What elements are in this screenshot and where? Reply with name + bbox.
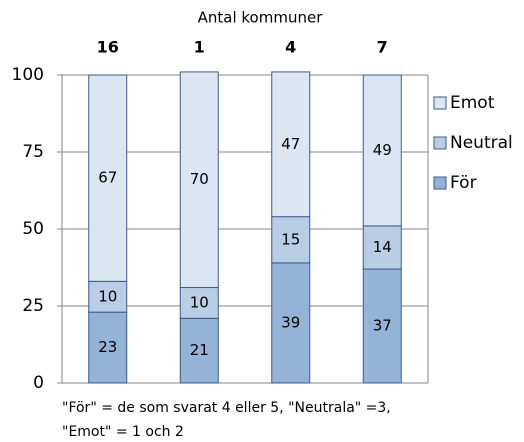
y-tick-label: 100 [12, 65, 44, 85]
legend-label: För [450, 173, 477, 193]
bar-segment [271, 71, 311, 218]
bar-segment [88, 311, 128, 384]
chart-title: Antal kommuner [198, 9, 324, 27]
bar-segment [362, 74, 402, 227]
value-label: 21 [190, 341, 209, 359]
value-label: 23 [98, 338, 117, 356]
bar-segment [271, 216, 311, 264]
value-label: 15 [281, 230, 300, 248]
legend-swatch [433, 136, 447, 150]
legend-swatch [433, 176, 447, 190]
y-tick-label: 25 [22, 296, 44, 316]
footnote: "För" = de som svarat 4 eller 5, "Neutra… [62, 400, 391, 416]
bar-segment [271, 262, 311, 384]
legend-swatch [433, 96, 447, 110]
y-tick-label: 0 [33, 373, 44, 393]
value-label: 49 [373, 141, 392, 159]
category-label: 16 [97, 38, 119, 57]
legend-label: Neutral [450, 133, 513, 153]
value-label: 47 [281, 135, 300, 153]
footnote: "Emot" = 1 och 2 [62, 424, 184, 440]
value-label: 67 [98, 169, 117, 187]
value-label: 37 [373, 317, 392, 335]
bar-segment [362, 268, 402, 384]
bar-segment [88, 74, 128, 282]
value-label: 70 [190, 170, 209, 188]
value-label: 10 [190, 293, 209, 311]
y-tick-label: 75 [22, 142, 44, 162]
category-label: 7 [377, 38, 388, 57]
value-label: 14 [373, 238, 392, 256]
y-tick-label: 50 [22, 219, 44, 239]
bar-segment [179, 287, 219, 319]
category-label: 4 [285, 38, 296, 57]
category-label: 1 [194, 38, 205, 57]
bar-segment [362, 225, 402, 270]
value-label: 10 [98, 287, 117, 305]
value-label: 39 [281, 313, 300, 331]
legend-label: Emot [450, 93, 495, 113]
bar-segment [179, 71, 219, 289]
